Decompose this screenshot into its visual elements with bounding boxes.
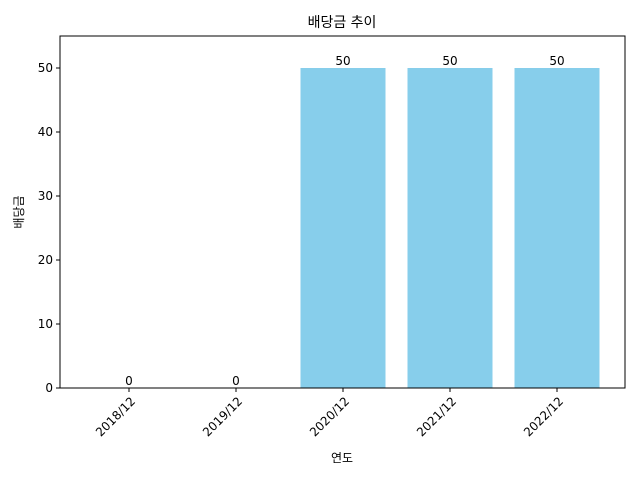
data-label-2018-12: 0 [125, 374, 133, 388]
y-tick-label: 20 [38, 253, 53, 267]
data-label-2022-12: 50 [549, 54, 564, 68]
x-tick-label: 2020/12 [307, 394, 352, 439]
data-label-2021-12: 50 [442, 54, 457, 68]
y-axis-ticks: 0 10 20 30 40 50 [38, 61, 60, 395]
x-tick-label: 2022/12 [521, 394, 566, 439]
data-labels: 0 0 50 50 50 [125, 54, 564, 388]
bar-2020-12 [300, 68, 386, 388]
x-tick-label: 2019/12 [200, 394, 245, 439]
y-axis-label: 배당금 [12, 195, 26, 228]
y-tick-label: 40 [38, 125, 53, 139]
bars-group [300, 68, 600, 388]
bar-2021-12 [407, 68, 493, 388]
y-tick-label: 30 [38, 189, 53, 203]
plot-frame [59, 35, 626, 389]
x-tick-label: 2021/12 [414, 394, 459, 439]
y-tick-label: 10 [38, 317, 53, 331]
x-axis-ticks: 2018/12 2019/12 2020/12 2021/12 2022/12 [93, 388, 566, 439]
x-tick-label: 2018/12 [93, 394, 138, 439]
x-axis-label: 연도 [331, 451, 353, 465]
bar-2022-12 [514, 68, 600, 388]
data-label-2019-12: 0 [232, 374, 240, 388]
data-label-2020-12: 50 [335, 54, 350, 68]
y-tick-label: 50 [38, 61, 53, 75]
chart-title: 배당금 추이 [308, 15, 377, 31]
y-tick-label: 0 [45, 381, 53, 395]
